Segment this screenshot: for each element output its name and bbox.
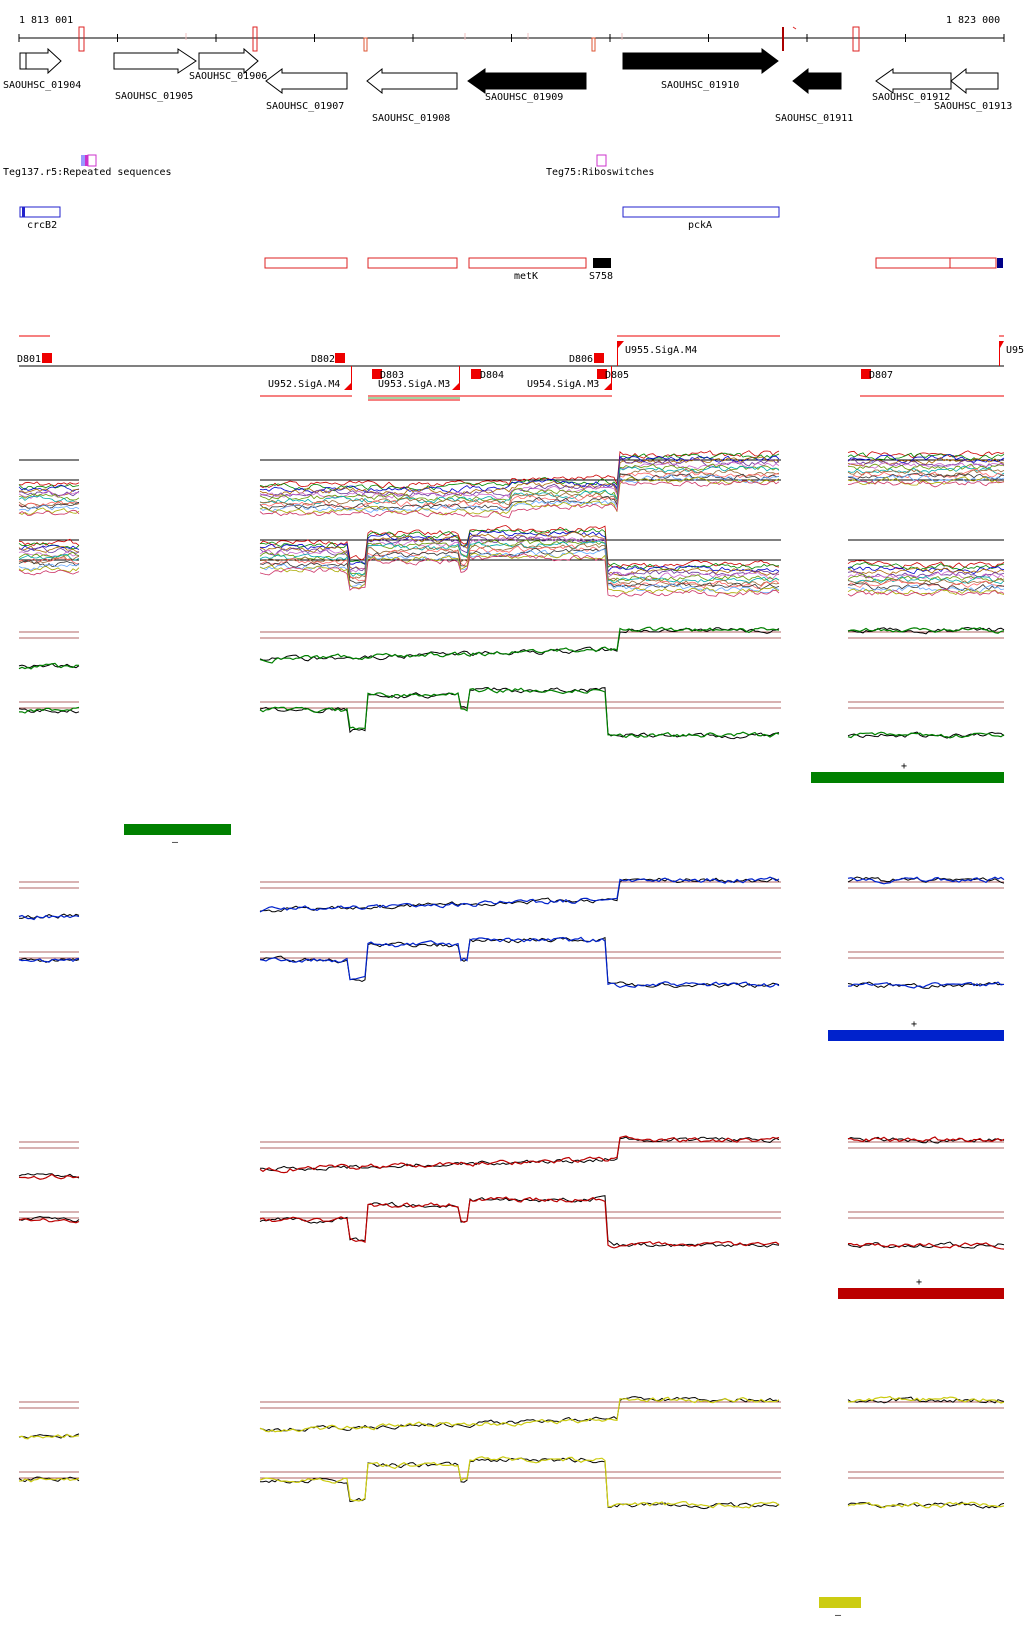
gene-arrow[interactable] — [792, 67, 842, 95]
gene-arrow[interactable] — [113, 48, 197, 74]
segment-label: D807 — [869, 370, 893, 381]
annotation-label: crcB2 — [27, 220, 57, 231]
gene-arrow[interactable] — [622, 48, 779, 74]
gene-arrow[interactable] — [198, 47, 259, 75]
annotation-label: pckA — [688, 220, 712, 231]
gene-label: SAOUHSC_01913 — [934, 101, 1012, 112]
segment-label: D805 — [605, 370, 629, 381]
coordinate-ruler: 1 813 001 1 823 000 — [18, 15, 1005, 52]
multi-sample-panels — [18, 450, 1005, 598]
red-plus-bar — [838, 1288, 1004, 1299]
segment-label: D804 — [480, 370, 504, 381]
segment-label: D801 — [17, 354, 41, 365]
gene-label: SAOUHSC_01911 — [775, 113, 853, 124]
strand-legends: + – + + – — [124, 761, 1004, 1621]
gene-label: SAOUHSC_01907 — [266, 101, 344, 112]
gene-label: SAOUHSC_01906 — [189, 71, 267, 82]
gene-track: SAOUHSC_01904 SAOUHSC_01905 SAOUHSC_0190… — [3, 47, 1012, 124]
gene-label: SAOUHSC_01912 — [872, 92, 950, 103]
blue-annotation-track: crcB2 pckA — [19, 206, 780, 231]
gene-arrow[interactable] — [875, 68, 952, 94]
strand-label: – — [835, 1610, 842, 1621]
segment-label: D802 — [311, 354, 335, 365]
ruler-start-label: 1 813 001 — [19, 15, 73, 26]
segment-label: U95 — [1006, 345, 1024, 356]
green-plus-bar — [811, 772, 1004, 783]
segment-label: U955.SigA.M4 — [625, 345, 697, 356]
strand-label: + — [911, 1019, 917, 1030]
segment-label: U953.SigA.M3 — [378, 379, 450, 390]
gene-arrow[interactable] — [467, 68, 587, 94]
gene-label: SAOUHSC_01909 — [485, 92, 563, 103]
gene-label: SAOUHSC_01905 — [115, 91, 193, 102]
segment-label: D806 — [569, 354, 593, 365]
gene-arrow[interactable] — [19, 47, 62, 75]
feature-track: Teg137.r5:Repeated sequences Teg75:Ribos… — [3, 154, 654, 178]
strand-label: – — [172, 837, 179, 848]
gene-label: SAOUHSC_01910 — [661, 80, 739, 91]
gene-label: SAOUHSC_01908 — [372, 113, 450, 124]
expression-panels — [18, 626, 1005, 1510]
gene-arrow[interactable] — [265, 68, 348, 94]
annotation-label: S758 — [589, 271, 613, 282]
green-minus-bar — [124, 824, 231, 835]
ruler-end-label: 1 823 000 — [946, 15, 1000, 26]
gene-arrow[interactable] — [366, 67, 458, 95]
segmentation-track: D801 D802 D806 U955.SigA.M4 U95 U952.Sig… — [17, 335, 1024, 401]
feature-label: Teg75:Riboswitches — [546, 167, 654, 178]
gene-arrow[interactable] — [950, 67, 999, 95]
red-annotation-track: metK S758 — [264, 257, 1003, 282]
strand-label: + — [916, 1277, 922, 1288]
blue-plus-bar — [828, 1030, 1004, 1041]
annotation-label: metK — [514, 271, 538, 282]
strand-label: + — [901, 761, 907, 772]
gene-label: SAOUHSC_01904 — [3, 80, 81, 91]
yellow-minus-bar — [819, 1597, 861, 1608]
segment-label: D803 — [380, 370, 404, 381]
segment-label: U952.SigA.M4 — [268, 379, 340, 390]
feature-label: Teg137.r5:Repeated sequences — [3, 167, 172, 178]
segment-label: U954.SigA.M3 — [527, 379, 599, 390]
